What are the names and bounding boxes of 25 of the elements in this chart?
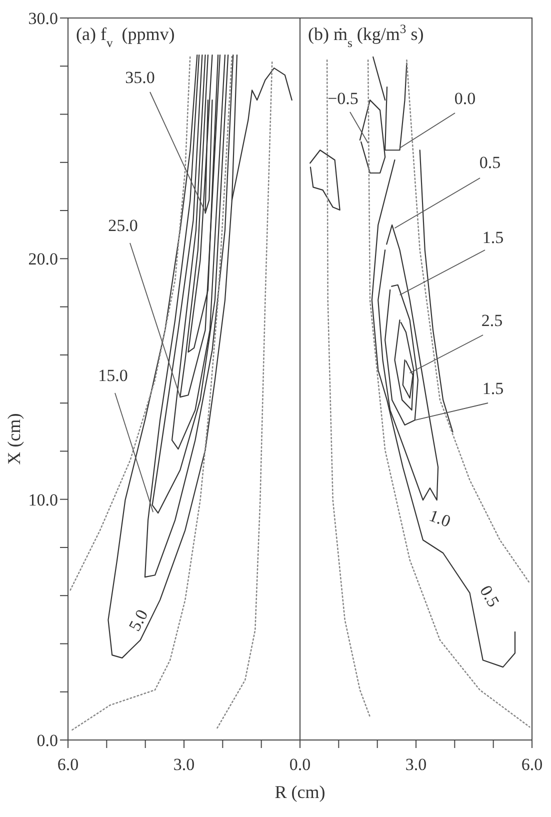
annotation: 0.0 <box>454 89 476 108</box>
y-axis-title: X (cm) <box>4 413 24 465</box>
text: (b) ṁ$_{s}$ (kg/m$^{3}$ s) <box>308 22 424 50</box>
annotation: 1.0 <box>426 506 454 532</box>
annotation: 1.5 <box>482 228 504 247</box>
annotation: 0.5 <box>476 582 504 610</box>
annotation: 1.5 <box>482 379 504 398</box>
annotation: 0.5 <box>479 153 501 172</box>
x-tick-label: 6.0 <box>521 755 543 774</box>
annotation: 5.0 <box>125 606 152 634</box>
y-tick-label: 10.0 <box>28 490 58 510</box>
x-axis-title: R (cm) <box>274 782 326 802</box>
y-tick-label: 0.0 <box>36 731 58 750</box>
annotation: 25.0 <box>108 216 138 235</box>
text: (a) f$_{v}$ (ppmv) <box>76 24 175 50</box>
y-tick-label: 30.0 <box>28 9 58 28</box>
x-tick-label: 3.0 <box>405 755 427 774</box>
x-tick-label: 3.0 <box>173 755 195 774</box>
x-tick-label: 0.0 <box>289 755 311 774</box>
annotation: 35.0 <box>125 68 155 87</box>
annotation: 2.5 <box>481 311 503 330</box>
annotation: −0.5 <box>328 89 358 108</box>
x-tick-label: 6.0 <box>57 755 79 774</box>
y-tick-label: 20.0 <box>28 250 58 269</box>
annotation: 15.0 <box>98 366 128 385</box>
